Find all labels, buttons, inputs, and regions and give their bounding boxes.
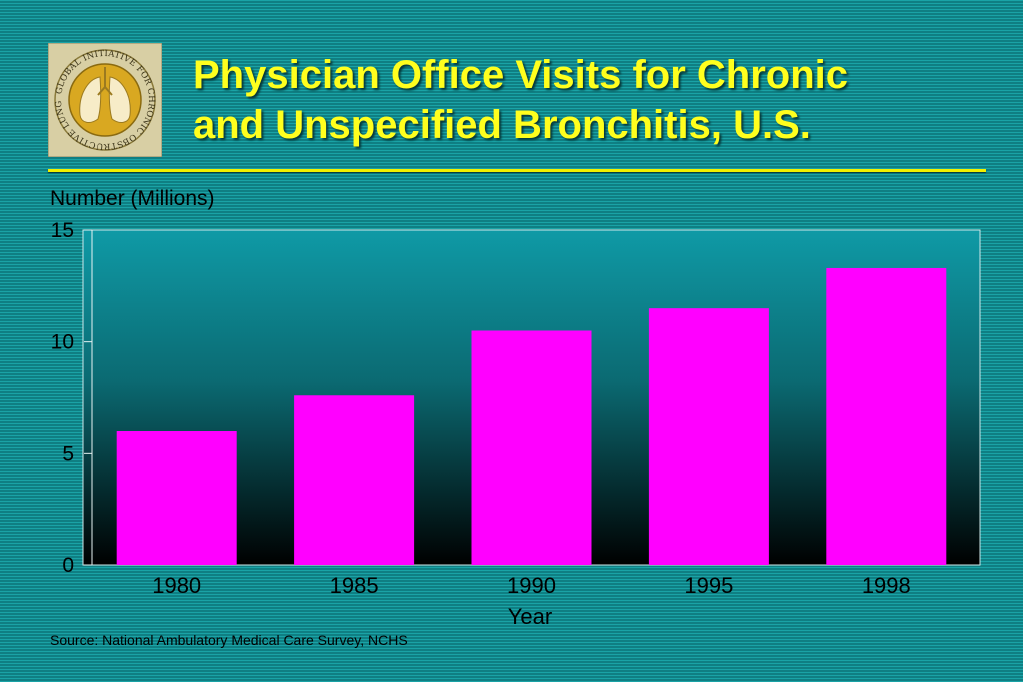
y-tick-label: 15 — [51, 219, 74, 242]
page-title: Physician Office Visits for Chronic and … — [193, 50, 993, 150]
x-tick-label: 1995 — [684, 573, 733, 598]
y-axis-label: Number (Millions) — [50, 187, 215, 210]
source-note: Source: National Ambulatory Medical Care… — [50, 632, 408, 648]
bar-1995 — [648, 308, 769, 565]
gold-logo: GLOBAL INITIATIVE FOR CHRONIC OBSTRUCTIV… — [48, 43, 162, 157]
title-line-1: Physician Office Visits for Chronic — [193, 53, 848, 97]
y-tick-label: 0 — [62, 554, 74, 577]
title-line-2: and Unspecified Bronchitis, U.S. — [193, 103, 811, 147]
bar-1980 — [116, 431, 237, 565]
lungs-icon — [79, 67, 131, 123]
x-tick-label: 1985 — [330, 573, 379, 598]
x-tick-label: 1998 — [862, 573, 911, 598]
bar-1985 — [294, 395, 415, 565]
x-axis-label: Year — [508, 604, 552, 629]
title-divider — [48, 169, 986, 172]
y-tick-label: 10 — [51, 331, 74, 354]
bar-1990 — [471, 330, 592, 565]
bar-1998 — [826, 267, 947, 565]
x-tick-label: 1990 — [507, 573, 556, 598]
x-tick-label: 1980 — [152, 573, 201, 598]
y-tick-label: 5 — [62, 442, 74, 465]
